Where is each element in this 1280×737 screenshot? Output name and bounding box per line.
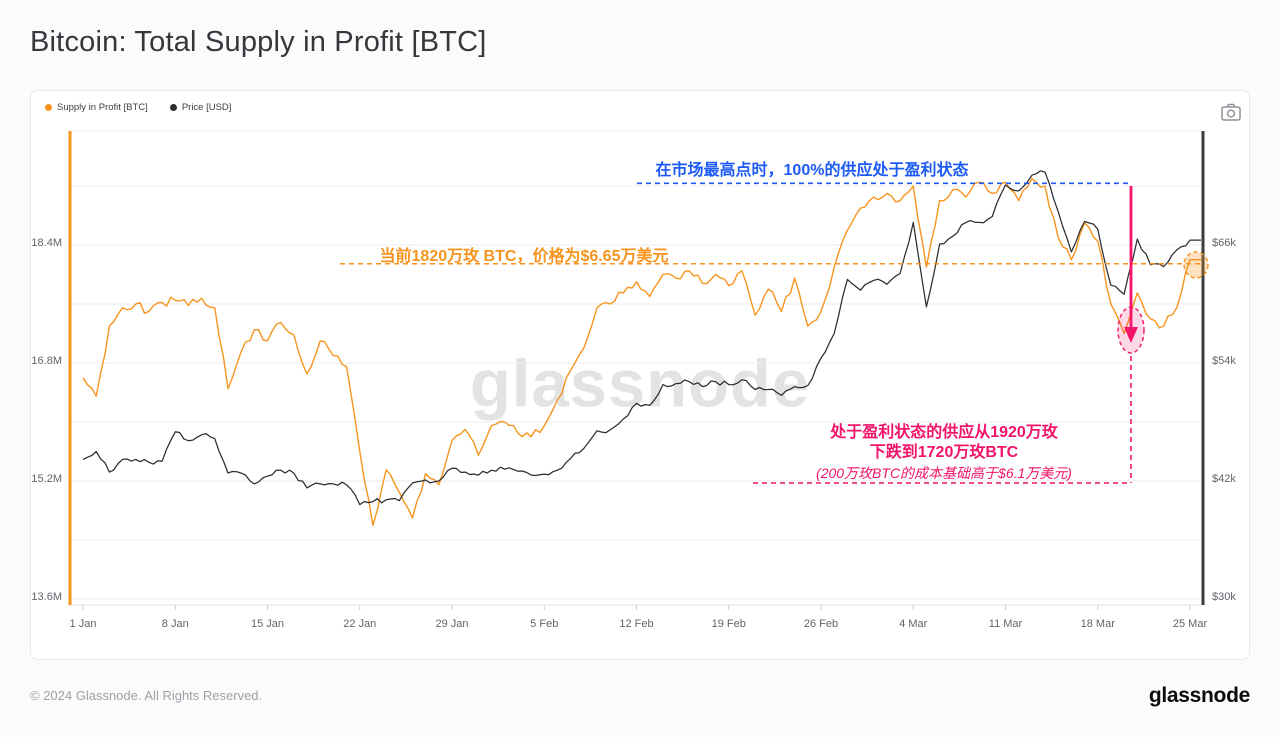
glassnode-logo: glassnode bbox=[1148, 684, 1250, 707]
chart-legend: Supply in Profit [BTC] Price [USD] bbox=[45, 102, 231, 113]
y-axis-left-tick: 18.4M bbox=[31, 237, 62, 249]
y-axis-right-tick: $54k bbox=[1212, 355, 1236, 367]
page-title: Bitcoin: Total Supply in Profit [BTC] bbox=[30, 26, 487, 58]
y-axis-right-tick: $30k bbox=[1212, 591, 1236, 603]
x-axis-tick: 1 Jan bbox=[69, 618, 97, 630]
glassnode-watermark: glassnode bbox=[469, 346, 811, 422]
x-axis-tick: 25 Mar bbox=[1172, 618, 1208, 630]
legend-label: Supply in Profit [BTC] bbox=[57, 102, 148, 113]
x-axis-tick: 26 Feb bbox=[803, 618, 839, 630]
x-axis-tick: 18 Mar bbox=[1080, 618, 1115, 630]
annotation-supply-drop-line1: 处于盈利状态的供应从1920万玫 bbox=[830, 424, 1058, 441]
y-axis-right-tick: $42k bbox=[1212, 473, 1236, 485]
x-axis-tick: 8 Jan bbox=[161, 618, 189, 630]
y-axis-left-tick: 16.8M bbox=[31, 355, 62, 367]
annotation-supply-drop-line3: (200万玫BTC的成本基础高于$6.1万美元) bbox=[816, 465, 1072, 481]
y-axis-left-tick: 15.2M bbox=[31, 473, 62, 485]
footer-copyright: © 2024 Glassnode. All Rights Reserved. bbox=[30, 688, 263, 703]
camera-icon bbox=[1221, 103, 1241, 121]
legend-dot-orange-icon bbox=[45, 104, 52, 111]
x-axis-tick: 19 Feb bbox=[711, 618, 746, 630]
x-axis-tick: 15 Jan bbox=[250, 618, 285, 630]
x-axis-tick: 11 Mar bbox=[988, 618, 1023, 630]
annotation-supply-drop: 处于盈利状态的供应从1920万玫 下跌到1720万玫BTC (200万玫BTC的… bbox=[816, 423, 1072, 483]
x-axis-tick: 22 Jan bbox=[343, 618, 377, 630]
x-axis-tick: 29 Jan bbox=[435, 618, 469, 630]
annotation-supply-drop-line2: 下跌到1720万玫BTC bbox=[869, 444, 1019, 461]
legend-item-price[interactable]: Price [USD] bbox=[169, 102, 232, 113]
x-axis-tick: 12 Feb bbox=[619, 618, 654, 630]
x-axis-tick: 5 Feb bbox=[530, 618, 559, 630]
y-axis-left-tick: 13.6M bbox=[31, 591, 62, 603]
legend-dot-black-icon bbox=[169, 104, 177, 111]
y-axis-right-tick: $66k bbox=[1212, 237, 1236, 249]
annotation-current-supply: 当前1820万玫 BTC，价格为$6.65万美元 bbox=[379, 248, 669, 265]
annotation-peak-supply: 在市场最高点时，100%的供应处于盈利状态 bbox=[655, 162, 969, 179]
legend-item-supply-in-profit[interactable]: Supply in Profit [BTC] bbox=[45, 102, 148, 113]
export-chart-button[interactable] bbox=[1218, 100, 1244, 124]
x-axis-tick: 4 Mar bbox=[899, 618, 928, 630]
legend-label: Price [USD] bbox=[181, 102, 232, 113]
